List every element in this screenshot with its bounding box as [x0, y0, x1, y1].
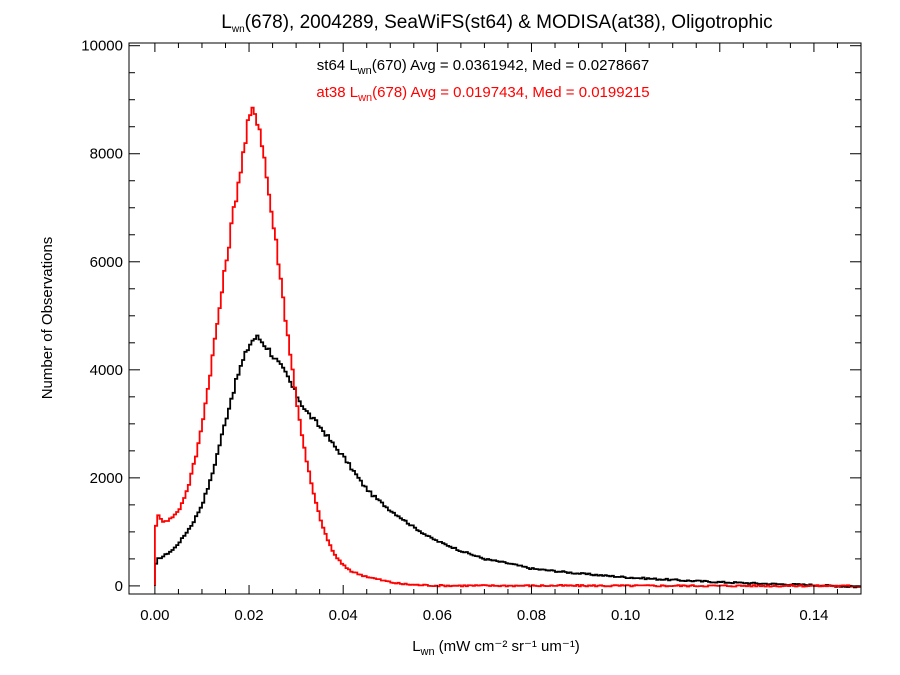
plot-area: 0.00 0.02 0.04 0.06 0.08 0.10 0.12 0.14 0 2000 400… — [81, 38, 862, 624]
x-tick-label: 0.14 — [799, 607, 828, 624]
y-tick-label: 4000 — [90, 362, 123, 379]
y-tick-label: 6000 — [90, 254, 123, 271]
annotation-at38: at38 Lwn(678) Avg = 0.0197434, Med = 0.0… — [316, 84, 649, 104]
x-tick-label: 0.12 — [705, 607, 734, 624]
series-line-st64 — [153, 334, 861, 589]
x-tick-label: 0.00 — [140, 607, 169, 624]
x-axis-label-subscript: wn — [420, 646, 435, 658]
annotation-st64-prefix: st64 L — [317, 57, 358, 74]
annotation-st64: st64 Lwn(670) Avg = 0.0361942, Med = 0.0… — [317, 57, 649, 77]
x-tick-label: 0.10 — [611, 607, 640, 624]
x-tick-label: 0.02 — [234, 607, 263, 624]
x-tick-label: 0.06 — [423, 607, 452, 624]
y-tick-label: 10000 — [81, 38, 123, 55]
y-tick-label: 0 — [115, 578, 123, 595]
x-axis-label: Lwn (mW cm⁻² sr⁻¹ um⁻¹) — [412, 638, 580, 658]
annotation-st64-subscript: wn — [357, 65, 372, 77]
chart-title-subscript: wn — [231, 24, 245, 35]
y-tick-label: 8000 — [90, 146, 123, 163]
annotation-st64-rest: (670) Avg = 0.0361942, Med = 0.0278667 — [372, 57, 649, 74]
chart-title-prefix: L — [221, 12, 232, 33]
series-line-at38 — [153, 106, 861, 588]
y-tick-label: 2000 — [90, 470, 123, 487]
chart-title: Lwn(678), 2004289, SeaWiFS(st64) & MODIS… — [221, 12, 772, 35]
y-axis-label: Number of Observations — [39, 237, 56, 400]
annotation-at38-rest: (678) Avg = 0.0197434, Med = 0.0199215 — [372, 84, 649, 101]
annotation-at38-subscript: wn — [357, 92, 372, 104]
x-tick-label: 0.04 — [329, 607, 358, 624]
x-axis-label-prefix: L — [412, 638, 420, 655]
x-tick-label: 0.08 — [517, 607, 546, 624]
series-annotations: st64 Lwn(670) Avg = 0.0361942, Med = 0.0… — [316, 57, 649, 104]
chart-title-rest: (678), 2004289, SeaWiFS(st64) & MODISA(a… — [245, 12, 773, 33]
svg-text:Lwn(mW cm⁻² sr⁻¹ um⁻¹): Lwn (mW cm⁻² sr⁻¹ um⁻¹) — [412, 638, 580, 658]
annotation-at38-prefix: at38 L — [316, 84, 358, 101]
plot-frame — [128, 42, 862, 595]
svg-text:Lwn(678), 2004289, SeaWiFS(st6: Lwn(678), 2004289, SeaWiFS(st64) & MODIS… — [221, 12, 772, 35]
x-axis-label-unit: (mW cm⁻² sr⁻¹ um⁻¹) — [439, 638, 580, 655]
